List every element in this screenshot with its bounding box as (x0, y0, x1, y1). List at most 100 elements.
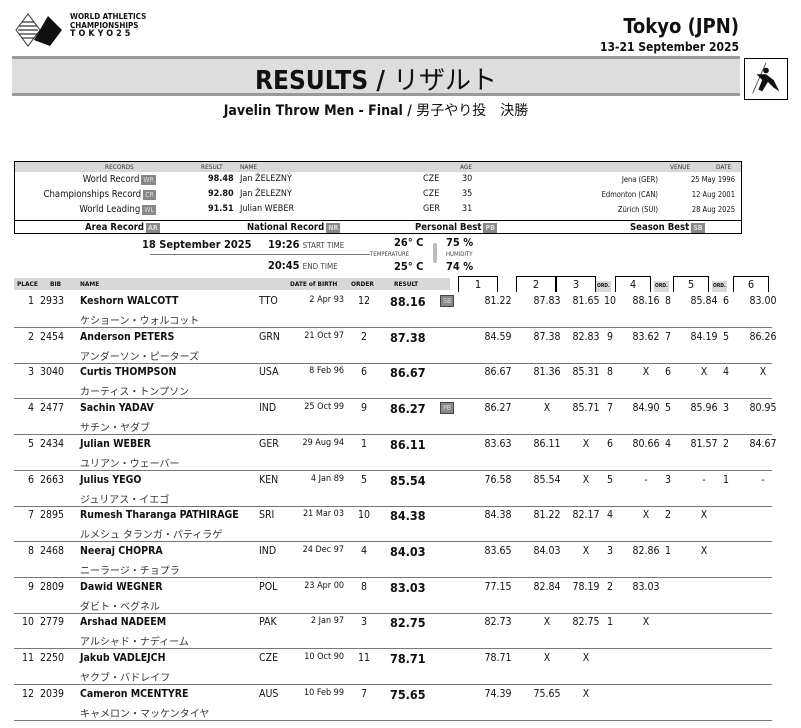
start-order: 1 (360, 437, 368, 450)
attempt-6: 84.67 (749, 437, 777, 450)
date-of-birth: 21 Oct 97 (304, 330, 344, 341)
record-result: 92.80 (208, 189, 234, 199)
place-header: PLACE (17, 280, 38, 288)
country: SRI (259, 509, 275, 522)
name-header: NAME (240, 163, 258, 171)
country: USA (259, 366, 279, 379)
date-of-birth: 23 Apr 00 (304, 580, 344, 591)
bib: 2895 (40, 509, 65, 522)
attempt-4: 84.90 (632, 402, 660, 415)
result-mark: 88.16 (390, 294, 426, 309)
athlete-name: Curtis THOMPSON (80, 366, 177, 379)
order-after-4: 7 (664, 330, 671, 343)
start-order: 7 (360, 687, 368, 700)
athlete-name: Anderson PETERS (80, 330, 175, 343)
record-country: GER (423, 204, 441, 214)
order-after-4: 2 (664, 509, 671, 522)
attempt-3: 78.19 (572, 580, 600, 593)
date-of-birth: 10 Feb 99 (303, 687, 344, 698)
result-row: 10 2779 Arshad NADEEM アルシャド・ナディーム PAK 2 Jan 9… (14, 613, 772, 650)
order-after-3: 2 (606, 580, 613, 593)
result-row: 5 2434 Julian WEBER ユリアン・ウェーバー GER 29 Aug 94 1… (14, 435, 777, 471)
country: GRN (259, 330, 280, 343)
place: 9 (27, 580, 34, 593)
athlete-name-jp: サチン・ヤダブ (80, 423, 150, 435)
bib: 2454 (40, 330, 65, 343)
order-header: ORDER (351, 280, 374, 288)
record-code-badge: CR (143, 189, 156, 200)
legend-badge: PB (483, 222, 497, 233)
result-row: 2 2454 Anderson PETERS アンダーソン・ピーターズ GRN 21 Oc… (14, 328, 777, 364)
end-time-label: END TIME (302, 262, 338, 271)
athlete-name-jp: ヤクブ・バドレイフ (80, 673, 171, 684)
athlete-name: Rumesh Tharanga PATHIRAGE (80, 509, 239, 522)
attempt-2: 84.03 (533, 544, 561, 557)
result-row: 11 2250 Jakub VADLEJCH ヤクブ・バドレイフ CZE 10 Oct 9… (14, 649, 772, 685)
attempt-1: 83.63 (484, 437, 512, 450)
records-table: RECORDS RESULT NAME AGE VENUE DATE World… (14, 161, 742, 234)
order-after-5: 1 (722, 473, 729, 486)
attempt-4: X (642, 366, 650, 379)
attempt-3: X (582, 437, 590, 450)
temperature-label: TEMPERATURE (370, 251, 410, 258)
legend-item-sb: Season Best SB (630, 222, 705, 233)
record-label: World Record WR (83, 174, 156, 185)
record-age: 30 (462, 174, 473, 184)
attempt-6: 80.95 (749, 402, 777, 415)
place: 2 (27, 330, 34, 343)
attempt-3: X (582, 544, 590, 557)
result-mark: 75.65 (390, 686, 426, 702)
round-header-3: 3 (556, 276, 596, 292)
attempt-5: X (700, 366, 708, 379)
place: 12 (21, 687, 34, 700)
order-after-5: 6 (722, 295, 729, 307)
country: GER (259, 437, 279, 450)
result-mark: 86.67 (390, 365, 426, 381)
start-time: 19:26 (268, 238, 300, 251)
attempt-2: 81.22 (533, 509, 561, 522)
country: KEN (259, 473, 279, 486)
order-after-3: 8 (606, 366, 613, 379)
attempt-2: X (543, 652, 551, 664)
championship-dates: 13-21 September 2025 (599, 40, 739, 54)
order-after-5: 4 (722, 366, 729, 379)
result-mark: 78.71 (390, 651, 426, 666)
attempt-2: 81.36 (533, 366, 561, 379)
athlete-name-jp: ジュリアス・イエゴ (80, 494, 170, 506)
attempt-5: 84.19 (690, 330, 718, 343)
result-badge-pb: PB (440, 402, 455, 415)
attempt-2: X (543, 616, 551, 629)
date-of-birth: 25 Oct 99 (304, 402, 344, 413)
logo-text: WORLD ATHLETICS CHAMPIONSHIPS TOKYO25 (70, 12, 147, 39)
record-label: Championships Record CR (44, 189, 156, 200)
place: 10 (21, 616, 34, 629)
place: 6 (27, 473, 34, 486)
athlete-name: Julian WEBER (80, 437, 151, 450)
end-time: 20:45 (268, 259, 300, 272)
start-time-label: START TIME (302, 241, 345, 250)
result-row: 6 2663 Julius YEGO ジュリアス・イエゴ KEN 4 Jan 89 5 85.… (14, 471, 772, 507)
athlete-name-jp: ルメシュ タランガ・パティラゲ (80, 530, 223, 542)
attempt-5: 81.57 (690, 437, 718, 450)
page-title: RESULTS / リザルト (254, 66, 498, 96)
place: 4 (27, 402, 34, 415)
attempt-2: 85.54 (533, 473, 561, 486)
humidity-end: 74 % (446, 260, 474, 273)
attempt-2: 82.84 (533, 580, 561, 593)
legend-badge: SB (691, 222, 705, 233)
attempt-1: 86.67 (484, 366, 512, 379)
start-order: 9 (360, 402, 368, 415)
championships-logo (15, 13, 62, 47)
result-mark: 86.11 (390, 436, 426, 452)
bib: 2039 (40, 687, 65, 700)
athlete-name: Jakub VADLEJCH (80, 652, 166, 664)
javelin-thrower-icon (744, 58, 788, 100)
attempt-3: 85.71 (572, 402, 600, 415)
attempt-3: 82.83 (572, 330, 600, 343)
divider (150, 254, 370, 255)
attempt-3: X (582, 473, 590, 486)
attempt-4: 83.03 (632, 580, 660, 593)
order-after-4: 5 (664, 402, 671, 415)
record-age: 35 (462, 189, 473, 199)
attempt-1: 76.58 (484, 473, 512, 486)
